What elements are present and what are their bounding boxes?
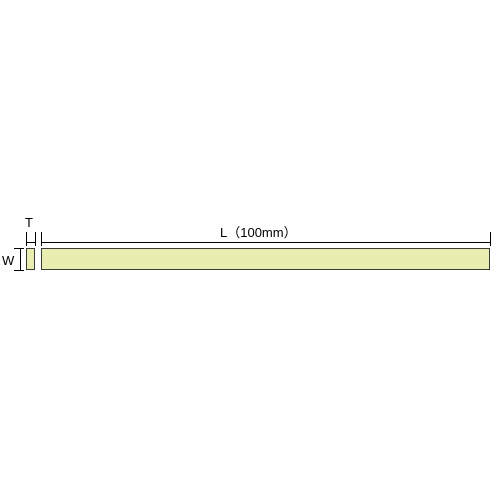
small-bar	[26, 248, 35, 270]
dimension-tick-l-right	[490, 232, 491, 246]
dimension-line-w	[20, 248, 21, 270]
dimension-line-l	[41, 242, 490, 243]
dimension-tick-l-left	[41, 232, 42, 246]
dimension-tick-t-right	[35, 232, 36, 246]
dimension-label-t: T	[25, 215, 33, 230]
dimension-line-t	[26, 242, 35, 243]
dimension-tick-t-left	[26, 232, 27, 246]
dimension-tick-w-top	[14, 248, 24, 249]
dimension-tick-w-bottom	[14, 270, 24, 271]
dimension-label-w: W	[2, 253, 14, 268]
dimension-label-l: L（100mm）	[220, 222, 297, 241]
long-bar	[41, 248, 490, 270]
diagram-canvas: T L（100mm） W	[0, 0, 500, 500]
